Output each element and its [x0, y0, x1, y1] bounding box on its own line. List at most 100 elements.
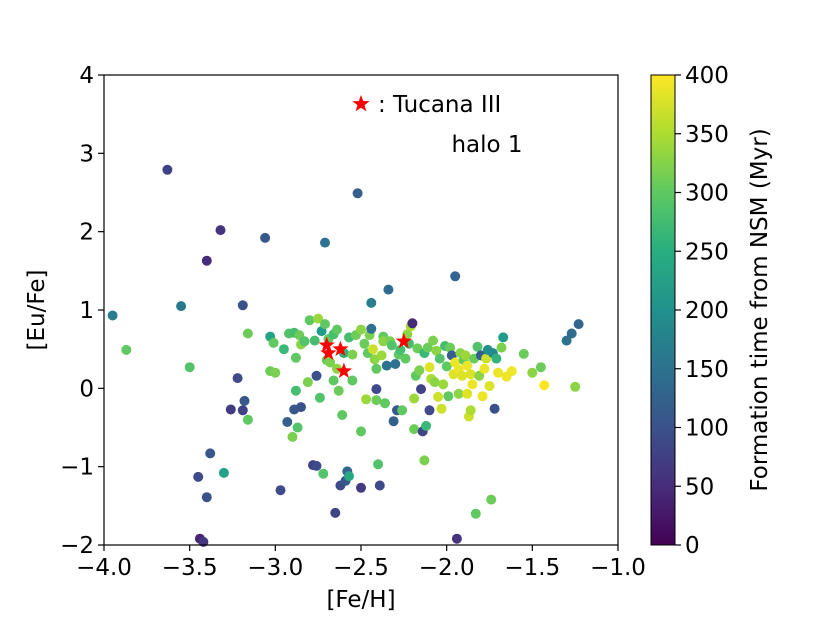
colorbar-label: Formation time from NSM (Myr) [747, 128, 773, 491]
scatter-point [493, 367, 504, 378]
scatter-point [320, 237, 330, 248]
scatter-point [237, 300, 248, 311]
scatter-point [451, 533, 462, 544]
tucana-iii-star [335, 362, 352, 378]
scatter-point [465, 405, 476, 416]
scatter-point [429, 377, 440, 388]
x-tick-label: −1.5 [504, 555, 560, 581]
scatter-points [107, 164, 584, 547]
y-axis-label: [Eu/Fe] [24, 270, 50, 351]
scatter-point [302, 377, 313, 388]
scatter-point [314, 392, 325, 403]
scatter-point [414, 365, 425, 376]
tucana-iii-star [318, 336, 335, 353]
scatter-point [445, 342, 456, 353]
scatter-point [409, 393, 420, 404]
colorbar-gradient [651, 75, 675, 545]
scatter-point [383, 284, 394, 295]
scatter-point [361, 394, 372, 405]
scatter-point [347, 375, 358, 386]
y-tick-label: 1 [79, 298, 94, 324]
scatter-point [201, 492, 212, 503]
scatter-point [431, 345, 442, 356]
scatter-point [441, 361, 452, 372]
scatter-point [287, 431, 298, 442]
scatter-point [373, 459, 384, 470]
scatter-point [573, 319, 584, 330]
scatter-point [371, 363, 382, 374]
scatter-point [268, 337, 279, 348]
scatter-point [470, 508, 481, 519]
scatter-point [498, 332, 509, 343]
scatter-point [359, 338, 370, 349]
scatter-point [121, 344, 132, 355]
scatter-point [366, 297, 377, 308]
scatter-point [352, 188, 363, 199]
scatter-point [462, 360, 473, 371]
y-tick-label: 3 [79, 141, 94, 167]
colorbar-ticks: 0 50 100 150 200 250 300 350 400 [675, 63, 729, 559]
scatter-point [570, 381, 581, 392]
scatter-point [380, 398, 390, 409]
scatter-point [282, 417, 293, 427]
legend-label: : Tucana III [378, 92, 501, 118]
scatter-point [566, 328, 577, 339]
colorbar-tick-label: 200 [685, 298, 729, 324]
scatter-point [496, 342, 507, 353]
scatter-point [176, 301, 187, 312]
scatter-point [374, 480, 385, 491]
scatter-point [489, 403, 500, 414]
scatter-point [239, 395, 250, 406]
scatter-point [218, 467, 229, 478]
scatter-point [477, 391, 488, 402]
scatter-point [304, 315, 315, 326]
scatter-point [400, 353, 411, 364]
scatter-point [344, 471, 354, 482]
scatter-point [416, 384, 426, 395]
colorbar-tick-label: 400 [685, 63, 729, 89]
legend: : Tucana III [352, 92, 501, 118]
scatter-point [356, 482, 366, 493]
scatter-point [484, 381, 495, 391]
scatter-point [474, 370, 485, 381]
colorbar-tick-label: 350 [685, 122, 729, 148]
colorbar: 0 50 100 150 200 250 300 350 400 Formation time … [650, 63, 773, 559]
scatter-point [422, 342, 433, 353]
scatter-point [193, 471, 204, 482]
scatter-point [419, 455, 430, 466]
scatter-point [535, 362, 546, 373]
scatter-point [491, 353, 502, 364]
scatter-point [436, 403, 447, 414]
scatter-point [371, 395, 382, 406]
scatter-point [527, 367, 538, 378]
scatter-point [290, 385, 301, 396]
y-tick-label: −1 [60, 455, 94, 481]
scatter-point [347, 349, 358, 360]
scatter-point [407, 318, 418, 329]
scatter-point [162, 164, 173, 175]
x-tick-label: −2.5 [333, 555, 389, 581]
scatter-point [381, 360, 392, 371]
scatter-point [539, 380, 550, 391]
colorbar-tick-label: 250 [685, 239, 729, 265]
scatter-point [443, 391, 454, 402]
scatter-point [330, 507, 341, 518]
x-tick-label: −3.5 [162, 555, 218, 581]
scatter-point [184, 362, 195, 373]
x-tick-label: −1.0 [590, 555, 646, 581]
scatter-point [457, 370, 468, 381]
scatter-point [260, 232, 271, 243]
y-tick-label: −2 [60, 533, 94, 559]
scatter-point [296, 402, 306, 413]
x-tick-label: −3.0 [247, 555, 303, 581]
scatter-point [472, 341, 483, 352]
tucana-iii-star [332, 340, 349, 356]
scatter-point [201, 255, 212, 266]
scatter-point [561, 335, 572, 346]
scatter-point [428, 335, 438, 346]
x-axis-label: [Fe/H] [326, 587, 395, 613]
scatter-point [424, 405, 435, 416]
scatter-point [397, 405, 408, 416]
scatter-point [395, 344, 406, 355]
scatter-point [278, 344, 289, 355]
